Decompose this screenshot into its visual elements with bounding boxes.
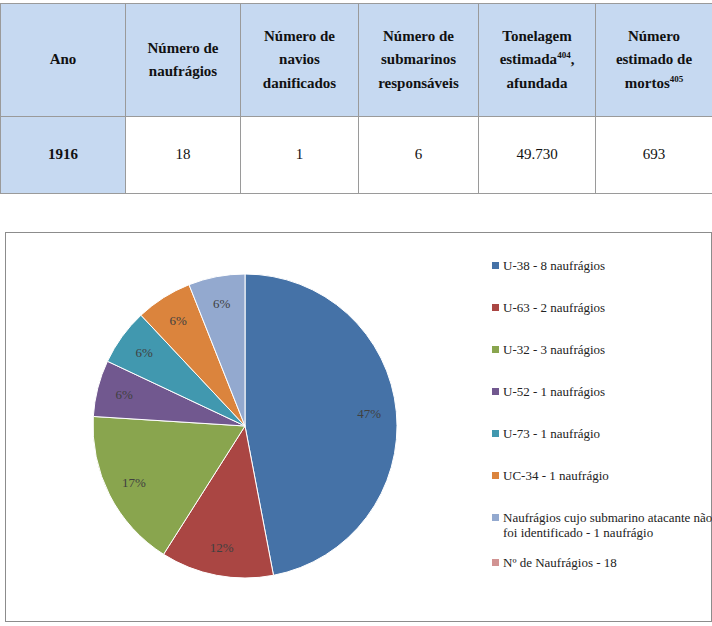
data-cell: 693: [596, 117, 712, 194]
legend: U-38 - 8 naufrágios U-63 - 2 naufrágios U-…: [492, 258, 712, 570]
data-row: 1916181649.730693: [1, 117, 712, 194]
legend-line: U-32 - 3 naufrágios: [503, 342, 605, 357]
legend-label: Naufrágios cujo submarino atacante nãofo…: [503, 510, 712, 540]
legend-swatch: [492, 346, 499, 353]
legend-label: U-63 - 2 naufrágios: [503, 300, 605, 315]
legend-swatch: [492, 262, 499, 269]
legend-line: U-63 - 2 naufrágios: [503, 300, 605, 315]
legend-line: UC-34 - 1 naufrágio: [503, 468, 609, 483]
header-text: Número de submarinos responsáveis: [378, 28, 459, 91]
header-cell: Número estimado de mortos405: [596, 4, 712, 117]
header-cell: Número de submarinos responsáveis: [359, 4, 479, 117]
data-cell: 1: [241, 117, 359, 194]
data-cell: 49.730: [479, 117, 596, 194]
legend-label: U-73 - 1 naufrágio: [503, 426, 600, 441]
header-text: Número de naufrágios: [148, 40, 219, 79]
data-cell: 6: [359, 117, 479, 194]
pie-slice: [93, 416, 245, 554]
legend-swatch: [492, 430, 499, 437]
legend-line: U-73 - 1 naufrágio: [503, 426, 600, 441]
chart: 47% 12% 17% 6% 6% 6% 6% U-38 - 8 naufrágios U-63…: [5, 232, 712, 622]
data-label: 12%: [210, 540, 234, 555]
legend-line: Nº de Naufrágios - 18: [503, 555, 617, 570]
legend-label: U-38 - 8 naufrágios: [503, 258, 605, 273]
data-cell: 1916: [1, 117, 126, 194]
data-label: 17%: [122, 475, 146, 490]
data-label: 6%: [170, 313, 188, 328]
data-cell: 18: [126, 117, 241, 194]
chart-frame: [6, 233, 712, 622]
header-cell: Ano: [1, 4, 126, 117]
header-text: Número de navios danificados: [263, 28, 336, 91]
legend-line: foi identificado - 1 naufrágio: [503, 525, 653, 540]
legend-swatch: [492, 559, 499, 566]
data-label: 6%: [116, 387, 134, 402]
data-label: 6%: [213, 296, 231, 311]
data-label: 6%: [135, 345, 153, 360]
header-cell: Número de naufrágios: [126, 4, 241, 117]
pie-slice: [189, 274, 245, 426]
footnote-marker: 405: [670, 74, 684, 84]
legend-label: U-32 - 3 naufrágios: [503, 342, 605, 357]
legend-label: U-52 - 1 naufrágios: [503, 384, 605, 399]
data-labels: 47% 12% 17% 6% 6% 6% 6%: [116, 296, 382, 556]
legend-line: Naufrágios cujo submarino atacante não: [503, 510, 712, 525]
legend-swatch: [492, 472, 499, 479]
data-table: Ano Número de naufrágios Número de navios …: [0, 3, 712, 194]
header-row: Ano Número de naufrágios Número de navios …: [1, 4, 712, 117]
header-cell: Número de navios danificados: [241, 4, 359, 117]
footnote-marker: 404: [557, 50, 571, 60]
slices: [93, 274, 397, 578]
header-text: Ano: [50, 51, 77, 67]
legend-line: U-38 - 8 naufrágios: [503, 258, 605, 273]
data-label: 47%: [357, 406, 381, 421]
legend-swatch: [492, 304, 499, 311]
pie-slice: [245, 274, 397, 575]
legend-swatch: [492, 388, 499, 395]
legend-swatch: [492, 514, 499, 521]
legend-label: UC-34 - 1 naufrágio: [503, 468, 609, 483]
header-cell: Tonelagem estimada404, afundada: [479, 4, 596, 117]
legend-line: U-52 - 1 naufrágios: [503, 384, 605, 399]
legend-label: Nº de Naufrágios - 18: [503, 555, 617, 570]
header-text: Tonelagem estimada: [500, 28, 572, 67]
